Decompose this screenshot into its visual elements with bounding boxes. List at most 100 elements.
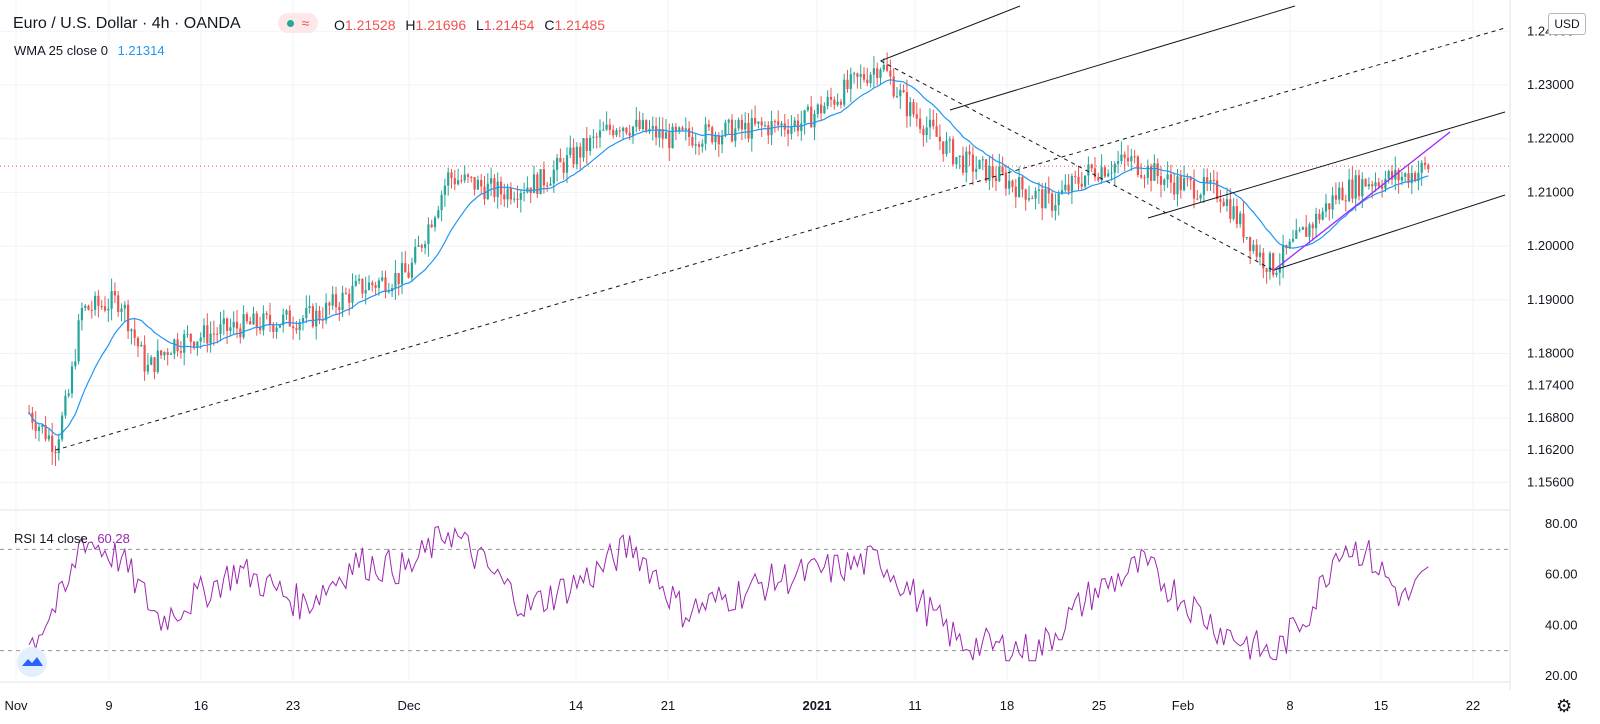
time-tick-label: 25 — [1092, 698, 1106, 713]
candle-body — [536, 174, 539, 195]
candle-body — [1232, 206, 1235, 219]
candle-body — [1249, 237, 1252, 251]
candle-body — [628, 132, 631, 136]
candle-body — [301, 318, 305, 323]
ohlc-readout: O1.21528 H1.21696 L1.21454 C1.21485 — [328, 17, 605, 33]
candle-body — [889, 70, 892, 77]
candle-body — [1384, 178, 1387, 189]
candle-body — [311, 306, 314, 327]
candle-body — [193, 341, 196, 348]
candle-body — [490, 178, 493, 184]
candle-body — [404, 263, 407, 273]
price-tick-label: 1.17400 — [1527, 378, 1574, 393]
channel-lower-line — [1273, 194, 1506, 271]
candle-body — [605, 124, 608, 130]
candle-body — [516, 198, 519, 200]
symbol-title: Euro / U.S. Dollar · 4h · OANDA — [13, 15, 241, 32]
candle-body — [589, 137, 592, 151]
candle-body — [701, 143, 704, 147]
candle-body — [259, 326, 262, 331]
candle-body — [780, 123, 783, 126]
candle-body — [387, 291, 390, 293]
candle-body — [334, 294, 338, 308]
currency-button[interactable]: USD — [1548, 13, 1586, 35]
tradingview-logo-icon[interactable] — [17, 647, 47, 677]
candle-body — [869, 74, 872, 84]
candle-body — [994, 177, 998, 182]
candle-body — [424, 244, 427, 248]
candle-body — [955, 157, 958, 165]
candle-body — [800, 123, 803, 131]
candle-body — [268, 314, 272, 325]
candle-body — [440, 194, 443, 211]
candle-body — [1093, 168, 1097, 178]
candle-body — [823, 106, 826, 114]
candle-body — [1361, 179, 1364, 197]
candle-body — [1196, 198, 1199, 200]
price-tick-label: 1.15600 — [1527, 474, 1574, 489]
candle-body — [866, 79, 869, 84]
candle-body — [829, 96, 833, 100]
candle-body — [958, 155, 961, 158]
time-tick-label: 9 — [105, 698, 112, 713]
candle-body — [460, 180, 463, 182]
candle-body — [127, 304, 130, 332]
candle-body — [476, 179, 479, 190]
candle-body — [1107, 173, 1110, 177]
candle-body — [592, 136, 595, 138]
candle-body — [721, 135, 724, 145]
candle-body — [793, 120, 796, 127]
candle-body — [945, 140, 948, 155]
candle-body — [443, 185, 446, 195]
candle-body — [952, 139, 955, 165]
candle-body — [1166, 174, 1169, 180]
candle-body — [1008, 180, 1011, 189]
candle-body — [1163, 179, 1166, 185]
candle-body — [1070, 176, 1073, 192]
settings-gear-icon[interactable]: ⚙ — [1556, 696, 1573, 716]
candle-body — [608, 124, 611, 130]
candle-body — [1060, 190, 1064, 194]
candle-body — [912, 102, 915, 115]
candle-body — [179, 351, 182, 353]
candle-body — [183, 334, 186, 353]
candle-body — [1126, 157, 1130, 162]
candle-body — [1390, 171, 1394, 180]
low-key: L — [476, 17, 484, 33]
pitchfork-upper-inner-tine — [949, 5, 1296, 111]
candle-body — [688, 128, 691, 137]
candle-body — [120, 308, 123, 313]
market-status-badge[interactable]: ≈ — [278, 13, 318, 33]
wma-legend[interactable]: WMA 25 close 0 1.21314 — [14, 43, 165, 58]
candle-body — [354, 280, 357, 286]
candle-body — [123, 304, 126, 309]
candle-body — [410, 262, 413, 278]
price-tick-label: 1.16800 — [1527, 410, 1574, 425]
candle-body — [130, 329, 133, 332]
candle-body — [315, 310, 318, 327]
candle-body — [1216, 180, 1219, 200]
candle-body — [229, 327, 232, 331]
close-value: 1.21485 — [554, 17, 606, 33]
candle-body — [796, 120, 800, 131]
candle-body — [1417, 172, 1420, 181]
candle-body — [150, 357, 153, 365]
candle-body — [407, 272, 410, 278]
candle-body — [853, 73, 856, 75]
candle-body — [1004, 172, 1007, 189]
candle-body — [1407, 173, 1410, 184]
candle-body — [750, 118, 753, 139]
candle-body — [1400, 176, 1403, 181]
candle-body — [450, 172, 453, 179]
candle-body — [1189, 178, 1192, 181]
candle-body — [427, 224, 430, 245]
candle-body — [925, 127, 928, 136]
candle-body — [1295, 230, 1298, 239]
rsi-legend[interactable]: RSI 14 close 60.28 — [14, 531, 130, 546]
candle-body — [1080, 183, 1083, 187]
price-tick-label: 1.22000 — [1527, 131, 1574, 146]
candle-body — [532, 174, 536, 194]
candle-body — [245, 314, 248, 322]
candle-body — [740, 119, 743, 130]
